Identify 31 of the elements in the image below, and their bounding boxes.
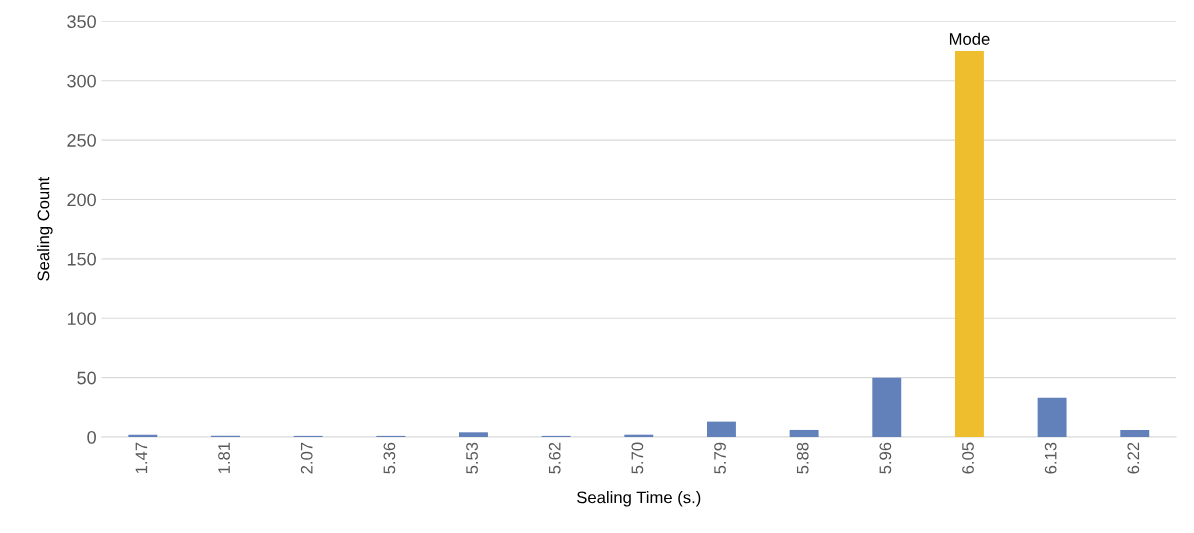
x-tick-label: 1.47 (135, 442, 148, 474)
x-tick-label: 2.07 (300, 442, 313, 474)
x-tick-label: 5.36 (383, 442, 396, 474)
x-tick-label: 6.13 (1044, 442, 1057, 474)
bar (872, 377, 902, 438)
bar (459, 432, 488, 438)
x-tick-label: 5.70 (631, 442, 644, 474)
x-tick-label: 5.79 (714, 442, 726, 474)
bar (954, 51, 984, 438)
y-tick-label: 0 (87, 430, 96, 444)
y-tick-label: 250 (67, 134, 96, 147)
y-tick-label: 300 (67, 74, 96, 88)
x-tick-label: 5.62 (548, 442, 561, 474)
x-tick-label: 1.81 (218, 442, 230, 474)
y-tick-label: 150 (67, 252, 96, 266)
bar (1037, 397, 1067, 438)
x-tick-label: 5.88 (796, 442, 809, 474)
bar (1120, 429, 1150, 438)
bar (706, 421, 736, 438)
bar (789, 429, 819, 438)
y-tick-label: 50 (77, 371, 96, 385)
x-tick-label: 6.22 (1127, 442, 1140, 474)
x-axis-title: Sealing Time (s.) (577, 491, 701, 507)
annotation: Mode (949, 32, 990, 45)
x-tick-label: 5.53 (466, 442, 478, 474)
x-tick-label: 5.96 (879, 442, 892, 474)
y-tick-label: 100 (67, 312, 96, 325)
y-tick-label: 200 (67, 193, 96, 207)
x-tick-label: 6.05 (962, 442, 974, 474)
y-axis-title: Sealing Count (37, 176, 53, 281)
y-tick-label: 350 (67, 15, 96, 29)
